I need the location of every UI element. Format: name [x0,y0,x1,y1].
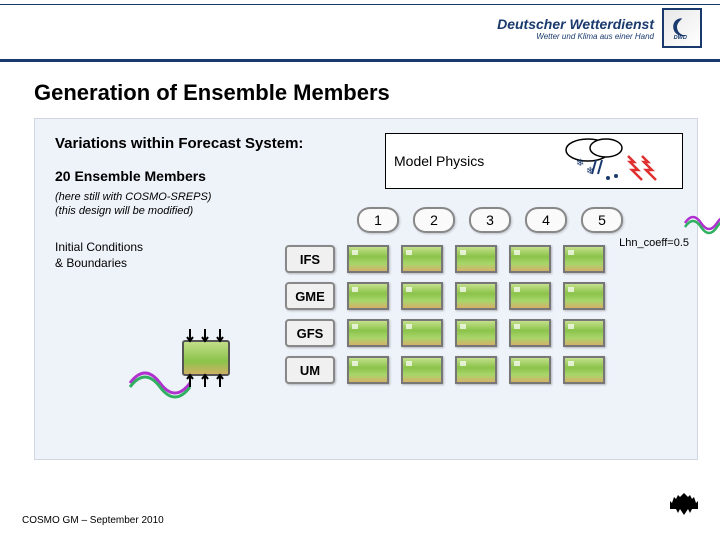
grid-cell [401,319,443,347]
grid-cell [401,356,443,384]
svg-text:DWD: DWD [674,35,687,41]
grid-cell [563,356,605,384]
grid-cell [347,245,389,273]
brand-name: Deutscher Wetterdienst [497,16,654,32]
federal-eagle-icon [666,489,702,530]
model-physics-box: Model Physics ❄ ❄ [385,133,683,189]
slide-title: Generation of Ensemble Members [34,80,720,106]
grid-cell [401,282,443,310]
lhn-coefficient-label: Lhn_coeff=0.5 [619,237,689,249]
grid-row-gme: GME [285,282,605,310]
grid-cell [563,245,605,273]
grid-row-gfs: GFS [285,319,605,347]
header-top-rule [0,4,720,5]
row-label-um: UM [285,356,335,384]
row-label-ifs: IFS [285,245,335,273]
row-label-gfs: GFS [285,319,335,347]
row-label-gme: GME [285,282,335,310]
col-header-1: 1 [357,207,399,233]
member-grid: IFS GME GFS UM [285,245,605,393]
dwd-logo: Deutscher Wetterdienst Wetter und Klima … [497,8,702,48]
grid-cell [455,356,497,384]
column-headers: 1 2 3 4 5 [357,207,623,233]
grid-cell [563,319,605,347]
grid-cell [455,245,497,273]
grid-cell [347,319,389,347]
grid-cell [509,356,551,384]
col-header-2: 2 [413,207,455,233]
grid-cell [509,282,551,310]
dwd-swirl-icon: DWD [662,8,702,48]
grid-cell [509,319,551,347]
header-bar: Deutscher Wetterdienst Wetter und Klima … [0,0,720,62]
cloud-precip-icon: ❄ ❄ [558,136,668,191]
dwd-logo-text: Deutscher Wetterdienst Wetter und Klima … [497,16,654,41]
content-panel: Variations within Forecast System: 20 En… [34,118,698,460]
model-physics-label: Model Physics [394,153,484,169]
footer-text: COSMO GM – September 2010 [22,515,164,526]
brand-tagline: Wetter und Klima aus einer Hand [497,32,654,41]
col-header-4: 4 [525,207,567,233]
col-header-3: 3 [469,207,511,233]
grid-cell [347,356,389,384]
grid-row-um: UM [285,356,605,384]
grid-cell [563,282,605,310]
wave-icon [683,205,720,240]
grid-cell [401,245,443,273]
grid-cell [455,319,497,347]
note-1: (here still with COSMO-SREPS) [55,190,683,204]
grid-cell [455,282,497,310]
grid-cell [509,245,551,273]
weather-icon [125,323,245,413]
grid-row-ifs: IFS [285,245,605,273]
svg-text:❄: ❄ [576,158,584,169]
weather-glyph-area [125,323,245,418]
col-header-5: 5 [581,207,623,233]
grid-cell [347,282,389,310]
